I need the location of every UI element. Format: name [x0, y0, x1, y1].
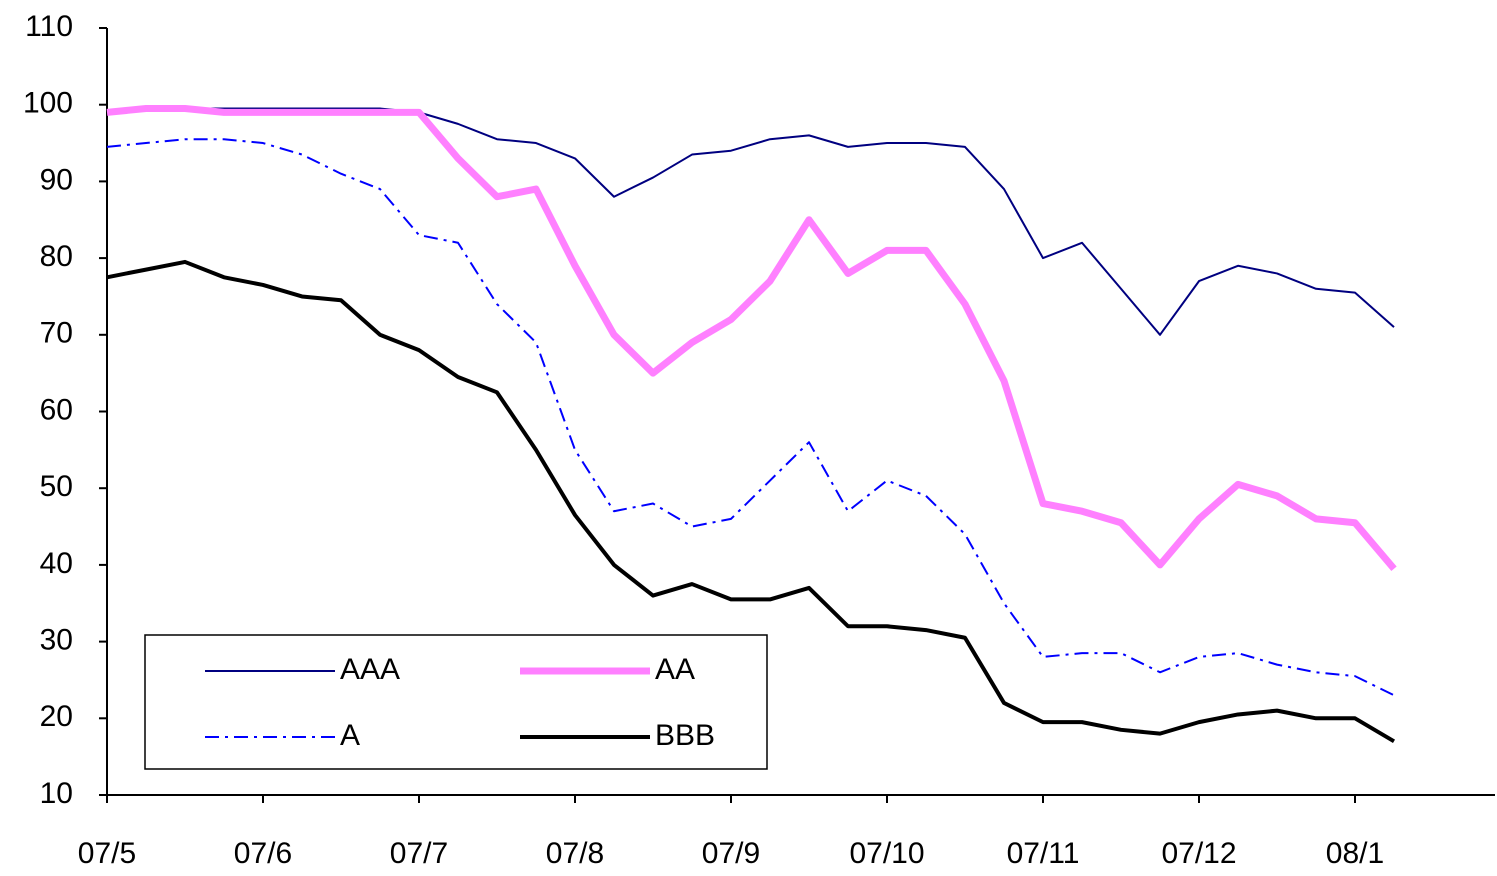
- x-tick-label: 08/1: [1326, 837, 1384, 870]
- y-tick-label: 40: [40, 547, 73, 580]
- series-line: [106, 107, 1395, 336]
- y-tick-label: 10: [40, 777, 73, 810]
- legend-label: AA: [655, 653, 695, 686]
- x-tick-label: 07/7: [390, 837, 448, 870]
- x-tick-label: 07/9: [702, 837, 760, 870]
- x-tick-label: 07/6: [234, 837, 292, 870]
- x-tick-label: 07/11: [1007, 837, 1080, 870]
- legend-label: AAA: [340, 653, 400, 686]
- legend-label: BBB: [655, 719, 715, 752]
- series-line: [106, 138, 1395, 697]
- y-tick-label: 30: [40, 624, 73, 657]
- series-line: [106, 105, 1397, 571]
- y-tick-label: 100: [23, 87, 73, 120]
- x-tick-label: 07/8: [546, 837, 604, 870]
- legend-label: A: [340, 719, 360, 752]
- legend-box: [144, 634, 768, 770]
- y-tick-label: 80: [40, 240, 73, 273]
- x-tick-label: 07/12: [1161, 837, 1236, 870]
- x-tick-label: 07/10: [849, 837, 924, 870]
- x-tick-label: 07/5: [78, 837, 136, 870]
- y-tick-label: 70: [40, 317, 73, 350]
- y-tick-label: 60: [40, 393, 73, 426]
- y-tick-label: 50: [40, 470, 73, 503]
- y-tick-label: 90: [40, 163, 73, 196]
- y-tick-label: 20: [40, 700, 73, 733]
- series-line: [106, 259, 1396, 744]
- y-tick-label: 110: [25, 10, 73, 43]
